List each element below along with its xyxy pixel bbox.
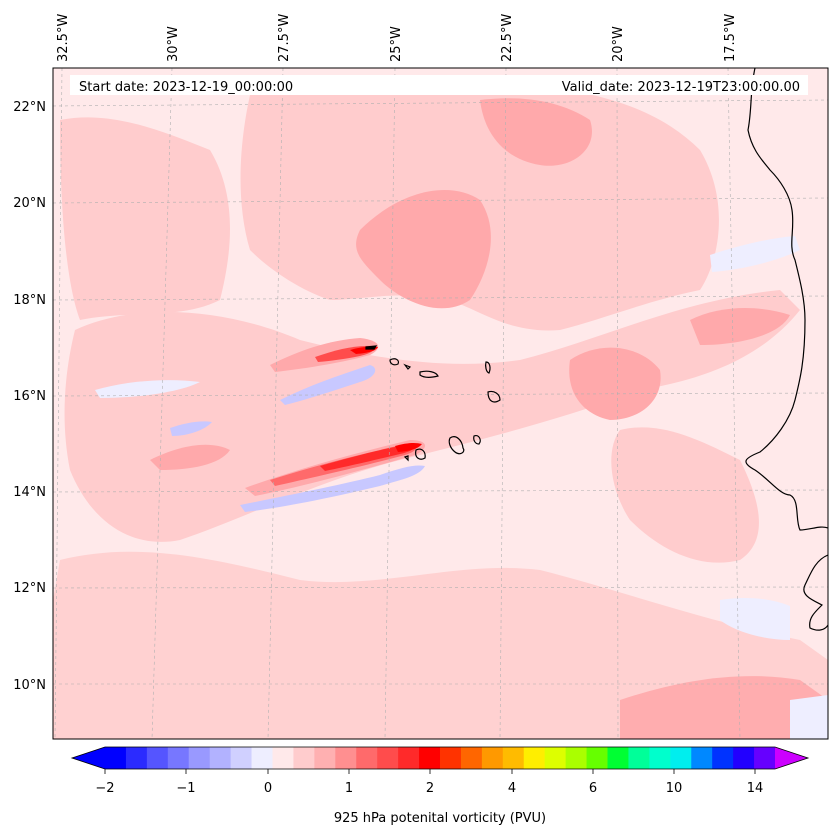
colorbar-tick-label: 1 xyxy=(345,781,353,796)
lat-label: 16°N xyxy=(13,389,46,404)
colorbar-extend-high xyxy=(775,747,808,769)
valid-date-label: Valid_date: 2023-12-19T23:00:00.00 xyxy=(562,80,800,95)
colorbar-cell xyxy=(586,747,608,769)
colorbar-cell xyxy=(481,747,504,769)
colorbar-cell xyxy=(293,747,315,769)
colorbar-cell xyxy=(733,747,755,769)
pv-contour-medium-1 xyxy=(356,190,491,309)
lat-label: 12°N xyxy=(13,581,46,596)
lat-labels: 22°N 20°N 18°N 16°N 14°N 12°N 10°N xyxy=(13,100,46,693)
colorbar-cell xyxy=(460,747,483,769)
colorbar-tick-label: 6 xyxy=(589,781,597,796)
colorbar-tick-label: 4 xyxy=(508,781,516,796)
pv-contour-medium-5 xyxy=(620,676,828,739)
colorbar-cell xyxy=(188,747,211,769)
pv-contour-light-south xyxy=(53,551,828,739)
colorbar-cell xyxy=(272,747,294,769)
map-gridlines xyxy=(53,68,828,739)
pv-contour-blue-north xyxy=(280,365,376,405)
colorbar-cell xyxy=(356,747,378,769)
colorbar-cells xyxy=(105,747,776,769)
colorbar-cell xyxy=(712,747,734,769)
lat-label: 20°N xyxy=(13,196,46,211)
pv-contour-blue-faint-1 xyxy=(95,380,200,398)
colorbar-ticks xyxy=(104,769,756,774)
colorbar-label: 925 hPa potenital vorticity (PVU) xyxy=(334,811,546,826)
pv-field xyxy=(53,68,828,739)
pv-contour-medium-6 xyxy=(150,444,230,470)
colorbar-cell xyxy=(251,747,273,769)
colorbar-cell xyxy=(314,747,336,769)
colorbar-tick-label: 0 xyxy=(264,781,272,796)
pv-contour-medium-4 xyxy=(690,308,790,345)
pv-contour-light-west xyxy=(60,117,230,320)
colorbar-cell xyxy=(754,747,776,769)
pv-contour-blue-faint-2 xyxy=(710,236,800,272)
pv-contour-blue-faint-4 xyxy=(790,695,828,739)
colorbar-cell xyxy=(544,747,567,769)
colorbar-cell xyxy=(377,747,399,769)
pv-contour-red-south-core xyxy=(395,442,422,452)
lon-label: 27.5°W xyxy=(277,14,292,62)
pv-contour-medium-2 xyxy=(480,98,592,166)
colorbar-tick-label: 2 xyxy=(426,781,434,796)
colorbar-cell xyxy=(335,747,357,769)
colorbar-tick-label: −1 xyxy=(176,781,195,796)
colorbar-cell xyxy=(607,747,629,769)
colorbar: −2 −1 0 1 2 4 6 10 14 925 hPa potenital … xyxy=(70,746,810,826)
lon-labels: 32.5°W 30°W 27.5°W 25°W 22.5°W 20°W 17.5… xyxy=(56,14,738,62)
colorbar-cell xyxy=(146,747,169,769)
lon-label: 17.5°W xyxy=(723,14,738,62)
colorbar-cell xyxy=(691,747,713,769)
colorbar-cell xyxy=(440,747,462,769)
colorbar-cell xyxy=(209,747,232,769)
lat-label: 18°N xyxy=(13,293,46,308)
pv-contour-blue-south xyxy=(240,465,425,512)
lon-label: 32.5°W xyxy=(56,14,71,62)
colorbar-cell xyxy=(565,747,587,769)
colorbar-tick-label: −2 xyxy=(95,781,114,796)
colorbar-extend-low xyxy=(72,747,105,769)
lat-label: 14°N xyxy=(13,485,46,500)
header-box xyxy=(70,75,808,95)
colorbar-cell xyxy=(125,747,148,769)
lon-label: 25°W xyxy=(389,26,404,62)
colorbar-cell xyxy=(670,747,692,769)
colorbar-cell xyxy=(167,747,190,769)
start-date-label: Start date: 2023-12-19_00:00:00 xyxy=(79,80,293,95)
map-frame xyxy=(52,67,829,740)
lon-label: 30°W xyxy=(166,26,181,62)
lon-label: 22.5°W xyxy=(500,14,515,62)
colorbar-cell xyxy=(502,747,525,769)
colorbar-tick-label: 14 xyxy=(747,781,764,796)
colorbar-cell xyxy=(628,747,650,769)
pv-contour-medium-3 xyxy=(569,347,661,420)
cape-verde-islands xyxy=(365,345,501,462)
pv-contour-light-east xyxy=(611,427,759,563)
coastline-africa xyxy=(745,68,828,531)
lat-label: 22°N xyxy=(13,100,46,115)
colorbar-cell xyxy=(523,747,546,769)
colorbar-cell xyxy=(398,747,420,769)
lon-label: 20°W xyxy=(611,26,626,62)
pv-contour-red-south-inner xyxy=(320,444,415,471)
colorbar-cell xyxy=(105,747,127,769)
colorbar-tick-label: 10 xyxy=(666,781,683,796)
colorbar-cell xyxy=(230,747,252,769)
lat-label: 10°N xyxy=(13,678,46,693)
colorbar-cell xyxy=(419,747,441,769)
coastline-africa-south xyxy=(803,554,828,631)
colorbar-cell xyxy=(649,747,671,769)
pv-contour-blue-west xyxy=(170,421,212,436)
